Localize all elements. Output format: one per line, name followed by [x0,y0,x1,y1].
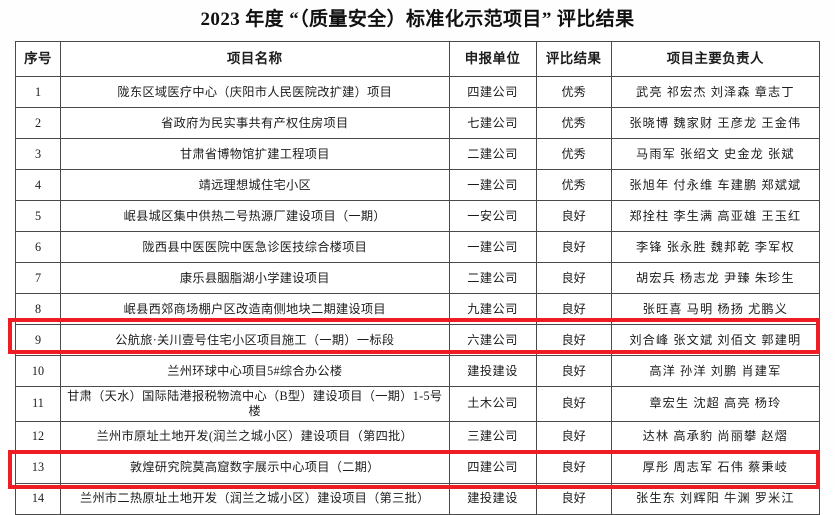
cell-index: 11 [14,386,62,422]
cell-principals: 张旺喜 马明 杨扬 尤鹏义 [610,293,821,325]
cell-declaring-unit: 四建公司 [448,76,537,108]
table-row: 1 陇东区域医疗中心（庆阳市人民医院改扩建）项目 四建公司 优秀 武亮 祁宏杰 … [14,76,821,108]
cell-project-name: 省政府为民实事共有产权住房项目 [60,107,450,139]
cell-project-name: 敦煌研究院莫高窟数字展示中心项目（二期） [60,451,450,484]
cell-principals: 高洋 孙洋 刘鹏 肖建军 [610,355,821,387]
cell-principals: 厚彤 周志军 石伟 蔡秉岐 [610,451,821,484]
table-header: 序号 项目名称 申报单位 评比结果 项目主要负责人 [14,41,821,77]
cell-project-name: 陇西县中医医院中医急诊医技综合楼项目 [60,231,450,263]
cell-declaring-unit: 一建公司 [448,231,537,263]
table-row: 9 公航旅·关川壹号住宅小区项目施工（一期）一标段 六建公司 良好 刘合峰 张文… [14,324,821,356]
cell-declaring-unit: 二建公司 [448,138,537,170]
cell-index: 6 [14,231,62,263]
cell-principals: 马雨军 张绍文 史金龙 张斌 [610,138,821,170]
cell-principals: 李锋 张永胜 魏邦乾 李军权 [610,231,821,263]
cell-index: 9 [14,324,62,356]
document-page: 2023 年度 “（质量安全）标准化示范项目” 评比结果 序号 项目名称 申报单… [8,9,821,515]
cell-project-name: 靖远理想城住宅小区 [60,169,450,201]
cell-review-result: 优秀 [535,138,612,170]
cell-principals: 章宏生 沈超 高亮 杨玲 [610,386,821,422]
cell-project-name: 岷县西郊商场棚户区改造南侧地块二期建设项目 [60,293,450,325]
results-table: 序号 项目名称 申报单位 评比结果 项目主要负责人 1 陇东区域医疗中心（庆阳市… [14,41,821,515]
column-header-principals: 项目主要负责人 [610,41,821,77]
cell-principals: 张晓博 魏家财 王彦龙 王金伟 [610,107,821,139]
cell-review-result: 良好 [535,262,612,294]
table-row-highlighted: 14 兰州市二热原址土地开发（润兰之城小区）建设项目（第三批） 建投建设 良好 … [14,482,821,515]
cell-principals: 张生东 刘辉阳 牛渊 罗米江 [610,482,821,515]
cell-review-result: 优秀 [535,169,612,201]
table-header-row: 序号 项目名称 申报单位 评比结果 项目主要负责人 [14,41,821,77]
cell-index: 14 [14,482,62,515]
cell-principals: 胡宏兵 杨志龙 尹臻 朱珍生 [610,262,821,294]
table-row: 6 陇西县中医医院中医急诊医技综合楼项目 一建公司 良好 李锋 张永胜 魏邦乾 … [14,231,821,263]
cell-review-result: 良好 [535,420,612,453]
cell-index: 2 [14,107,62,139]
cell-index: 10 [14,355,62,387]
cell-review-result: 良好 [535,482,612,515]
table-row: 8 岷县西郊商场棚户区改造南侧地块二期建设项目 九建公司 良好 张旺喜 马明 杨… [14,293,821,325]
cell-review-result: 良好 [535,231,612,263]
cell-principals: 郑拴柱 李生满 高亚雄 王玉红 [610,200,821,232]
cell-review-result: 优秀 [535,107,612,139]
cell-declaring-unit: 四建公司 [448,451,537,484]
cell-declaring-unit: 土木公司 [448,386,537,422]
page-title: 2023 年度 “（质量安全）标准化示范项目” 评比结果 [200,9,635,30]
column-header-review-result: 评比结果 [535,41,612,77]
cell-declaring-unit: 一安公司 [448,200,537,232]
column-header-project-name: 项目名称 [60,41,450,77]
table-row: 7 康乐县胭脂湖小学建设项目 二建公司 良好 胡宏兵 杨志龙 尹臻 朱珍生 [14,262,821,294]
cell-review-result: 良好 [535,386,612,422]
cell-project-name: 公航旅·关川壹号住宅小区项目施工（一期）一标段 [60,324,450,356]
cell-index: 12 [14,420,62,453]
cell-index: 13 [14,451,62,484]
cell-project-name: 陇东区域医疗中心（庆阳市人民医院改扩建）项目 [60,76,450,108]
cell-review-result: 良好 [535,324,612,356]
results-table-container: 序号 项目名称 申报单位 评比结果 项目主要负责人 1 陇东区域医疗中心（庆阳市… [14,41,821,515]
table-row: 3 甘肃省博物馆扩建工程项目 二建公司 优秀 马雨军 张绍文 史金龙 张斌 [14,138,821,170]
cell-index: 5 [14,200,62,232]
cell-declaring-unit: 三建公司 [448,420,537,453]
table-row: 13 敦煌研究院莫高窟数字展示中心项目（二期） 四建公司 良好 厚彤 周志军 石… [14,451,821,484]
cell-index: 7 [14,262,62,294]
cell-review-result: 优秀 [535,76,612,108]
cell-declaring-unit: 一建公司 [448,169,537,201]
cell-declaring-unit: 二建公司 [448,262,537,294]
cell-declaring-unit: 七建公司 [448,107,537,139]
cell-project-name: 甘肃省博物馆扩建工程项目 [60,138,450,170]
cell-project-name: 兰州市原址土地开发(润兰之城小区）建设项目（第四批） [60,420,450,453]
cell-index: 4 [14,169,62,201]
cell-principals: 武亮 祁宏杰 刘泽森 章志丁 [610,76,821,108]
cell-project-name: 岷县城区集中供热二号热源厂建设项目（一期） [60,200,450,232]
table-row: 5 岷县城区集中供热二号热源厂建设项目（一期） 一安公司 良好 郑拴柱 李生满 … [14,200,821,232]
cell-review-result: 良好 [535,451,612,484]
cell-index: 8 [14,293,62,325]
cell-index: 3 [14,138,62,170]
cell-index: 1 [14,76,62,108]
table-row: 4 靖远理想城住宅小区 一建公司 优秀 张旭年 付永维 车建鹏 郑斌斌 [14,169,821,201]
table-body: 1 陇东区域医疗中心（庆阳市人民医院改扩建）项目 四建公司 优秀 武亮 祁宏杰 … [14,76,821,515]
table-row: 11 甘肃（天水）国际陆港报税物流中心（B型）建设项目（一期）1-5号楼 土木公… [14,386,821,422]
cell-principals: 达林 高承豹 尚丽攀 赵熠 [610,420,821,453]
table-row: 2 省政府为民实事共有产权住房项目 七建公司 优秀 张晓博 魏家财 王彦龙 王金… [14,107,821,139]
table-row: 12 兰州市原址土地开发(润兰之城小区）建设项目（第四批） 三建公司 良好 达林… [14,420,821,453]
cell-declaring-unit: 九建公司 [448,293,537,325]
cell-review-result: 良好 [535,293,612,325]
cell-principals: 刘合峰 张文斌 刘佰文 郭建明 [610,324,821,356]
cell-project-name: 康乐县胭脂湖小学建设项目 [60,262,450,294]
cell-declaring-unit: 建投建设 [448,482,537,515]
column-header-index: 序号 [14,41,62,77]
cell-project-name: 甘肃（天水）国际陆港报税物流中心（B型）建设项目（一期）1-5号楼 [60,386,450,422]
cell-project-name: 兰州市二热原址土地开发（润兰之城小区）建设项目（第三批） [60,482,450,515]
cell-project-name: 兰州环球中心项目5#综合办公楼 [60,355,450,387]
table-row-highlighted: 10 兰州环球中心项目5#综合办公楼 建投建设 良好 高洋 孙洋 刘鹏 肖建军 [14,355,821,387]
cell-review-result: 良好 [535,355,612,387]
cell-declaring-unit: 六建公司 [448,324,537,356]
cell-review-result: 良好 [535,200,612,232]
column-header-declaring-unit: 申报单位 [448,41,537,77]
cell-declaring-unit: 建投建设 [448,355,537,387]
cell-principals: 张旭年 付永维 车建鹏 郑斌斌 [610,169,821,201]
